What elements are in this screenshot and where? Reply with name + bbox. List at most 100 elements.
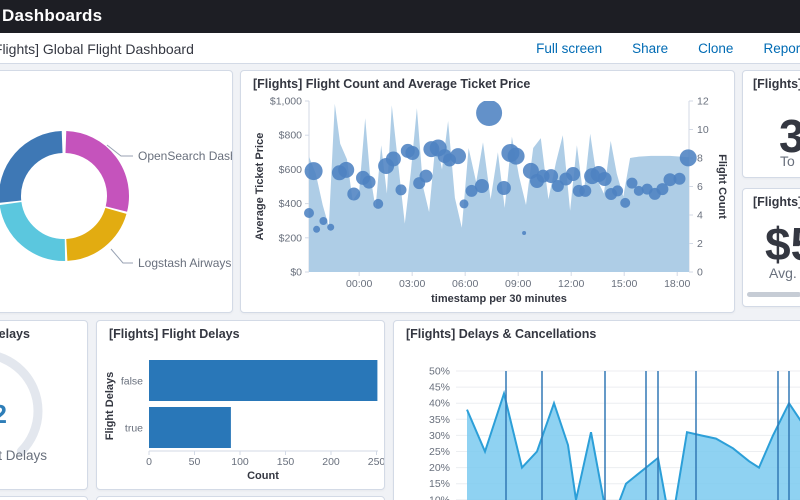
svg-text:Flight Delays: Flight Delays <box>104 372 116 440</box>
partial-panel-bottom-left <box>0 496 88 500</box>
ticket-price-bubble[interactable] <box>459 199 469 209</box>
legend-connector <box>106 144 133 157</box>
share-button[interactable]: Share <box>632 41 669 56</box>
svg-text:45%: 45% <box>429 382 450 394</box>
ticket-price-bubble[interactable] <box>373 198 384 209</box>
ticket-price-bubble[interactable] <box>496 181 511 195</box>
partial-panel-bottom-center <box>96 496 385 500</box>
nav-links: Full screen Share Clone Reporting <box>536 33 800 64</box>
top-app-bar: Dashboards <box>0 0 800 33</box>
svg-text:15:00: 15:00 <box>611 278 637 290</box>
svg-text:0: 0 <box>697 267 703 279</box>
ticket-price-bubble[interactable] <box>673 172 686 185</box>
gauge-value-clip: 92 <box>0 399 7 425</box>
svg-text:40%: 40% <box>429 398 450 410</box>
svg-text:03:00: 03:00 <box>399 278 425 290</box>
ticket-price-bubble[interactable] <box>313 225 321 233</box>
panel-flight-delays: [Flights] Flight Delays false true 0 50 100 1… <box>96 320 385 490</box>
svg-text:250: 250 <box>368 456 385 468</box>
ticket-price-bubble[interactable] <box>395 184 407 196</box>
ticket-price-bubble[interactable] <box>304 162 323 181</box>
ticket-price-bubble[interactable] <box>579 184 592 197</box>
panel-title-total-flight-delays: [Flights] Total Flight Delays <box>0 327 30 341</box>
ticket-price-bubble[interactable] <box>663 173 677 187</box>
ticket-price-bubble[interactable] <box>362 175 376 189</box>
ticket-price-bubble[interactable] <box>544 169 559 184</box>
flight-delays-bar[interactable] <box>149 407 231 448</box>
ticket-price-bubble[interactable] <box>476 100 503 126</box>
ticket-price-bubble[interactable] <box>405 146 420 160</box>
panel-horizontal-scrollbar[interactable] <box>747 292 800 297</box>
gauge-value: 92 <box>0 399 7 425</box>
ticket-price-bubble[interactable] <box>347 187 361 201</box>
reporting-button[interactable]: Reporting <box>763 41 800 56</box>
delays-area-series <box>467 393 800 500</box>
svg-text:$800: $800 <box>279 130 303 142</box>
ticket-price-bubble[interactable] <box>304 208 314 218</box>
ticket-price-bubble[interactable] <box>338 161 355 178</box>
svg-text:Count: Count <box>247 470 279 482</box>
panel-title-delays-cancellations: [Flights] Delays & Cancellations <box>406 327 597 341</box>
ticket-price-bubble[interactable] <box>319 217 328 225</box>
donut-legend-logstash[interactable]: Logstash Airways (26. <box>138 256 232 270</box>
svg-text:$600: $600 <box>279 164 303 176</box>
donut-legend-opensearch[interactable]: OpenSearch Dashboar <box>138 149 232 163</box>
clone-button[interactable]: Clone <box>698 41 734 56</box>
donut-segment[interactable] <box>65 207 127 261</box>
svg-text:4: 4 <box>697 210 703 222</box>
svg-text:10: 10 <box>697 124 709 136</box>
ticket-price-bubble[interactable] <box>465 184 478 197</box>
panel-total-flights: [Flights] Tot 3 To <box>742 70 800 178</box>
donut-segment[interactable] <box>0 131 64 203</box>
ticket-price-bubble[interactable] <box>419 169 433 183</box>
svg-text:$0: $0 <box>290 267 302 279</box>
total-flights-value: 3 <box>779 109 800 163</box>
svg-text:50: 50 <box>189 456 201 468</box>
svg-text:200: 200 <box>322 456 340 468</box>
svg-text:$200: $200 <box>279 232 303 244</box>
legend-connector <box>110 248 133 264</box>
svg-text:6: 6 <box>697 181 703 193</box>
flight-count-bubble-chart[interactable]: $0 $200 $400 $600 $800 $1,000 0 2 4 6 8 10 12 00:00 03… <box>241 71 735 313</box>
dashboard-nav-bar: [Flights] Global Flight Dashboard Full s… <box>0 33 800 64</box>
svg-text:25%: 25% <box>429 446 450 458</box>
ticket-price-bubble[interactable] <box>612 185 624 197</box>
ticket-price-bubble[interactable] <box>522 231 527 235</box>
full-screen-button[interactable]: Full screen <box>536 41 603 56</box>
flight-delays-bar-chart[interactable]: false true 0 50 100 150 200 250 Flight Delays Cou… <box>97 321 385 490</box>
ticket-price-bubble[interactable] <box>597 172 612 186</box>
panel-airline-carrier: OpenSearch Dashboar Logstash Airways (26… <box>0 70 233 313</box>
ticket-price-bubble[interactable] <box>633 185 644 196</box>
svg-text:06:00: 06:00 <box>452 278 478 290</box>
ticket-price-bubble[interactable] <box>626 177 638 189</box>
airline-carrier-donut-chart[interactable] <box>0 71 233 313</box>
ticket-price-bubble[interactable] <box>327 223 335 231</box>
ticket-price-bubble[interactable] <box>507 147 525 165</box>
avg-ticket-price-label: Avg. <box>769 265 797 281</box>
panel-flight-count: [Flights] Flight Count and Average Ticke… <box>240 70 735 313</box>
flight-delays-gauge-chart[interactable] <box>0 321 88 490</box>
ticket-price-bubble[interactable] <box>450 148 466 165</box>
svg-text:Average Ticket Price: Average Ticket Price <box>254 133 266 241</box>
panel-avg-ticket-price: [Flights] Ave $5 Avg. <box>742 188 800 307</box>
svg-text:false: false <box>121 376 143 388</box>
ticket-price-bubble[interactable] <box>656 183 669 196</box>
svg-text:30%: 30% <box>429 430 450 442</box>
panel-title-total-flights: [Flights] Tot <box>753 77 800 91</box>
ticket-price-bubble[interactable] <box>679 149 697 167</box>
ticket-price-bubble[interactable] <box>620 197 631 208</box>
donut-segment[interactable] <box>0 201 66 261</box>
panel-title-flight-delays: [Flights] Flight Delays <box>109 327 240 341</box>
svg-text:10%: 10% <box>429 494 450 500</box>
delays-cancellations-area-chart[interactable]: 50% 45% 40% 35% 30% 25% 20% 15% 10% <box>394 321 800 500</box>
svg-text:Flight Count: Flight Count <box>716 154 728 219</box>
svg-text:$400: $400 <box>279 198 303 210</box>
ticket-price-bubble[interactable] <box>474 179 489 193</box>
svg-text:18:00: 18:00 <box>664 278 690 290</box>
ticket-price-bubble[interactable] <box>385 151 401 167</box>
ticket-price-bubble[interactable] <box>566 167 581 181</box>
breadcrumb[interactable]: [Flights] Global Flight Dashboard <box>0 41 194 57</box>
donut-segment[interactable] <box>64 131 129 212</box>
flight-delays-bar[interactable] <box>149 360 378 401</box>
panel-title-avg-ticket-price: [Flights] Ave <box>753 195 800 209</box>
